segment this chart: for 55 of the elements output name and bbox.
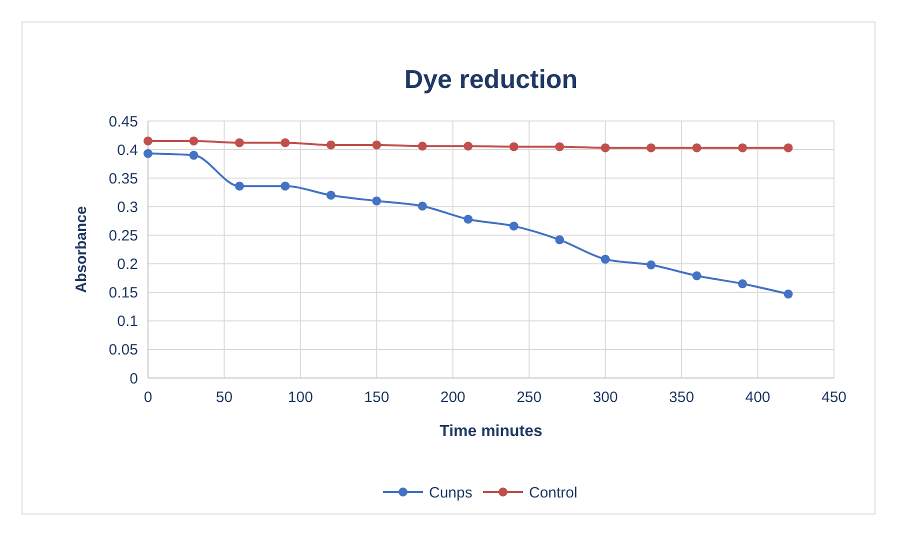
point [784,290,793,299]
point [692,143,702,152]
point [692,271,702,280]
x-tick-label: 300 [592,389,618,406]
x-tick-label: 450 [821,389,847,406]
x-tick-label: 50 [216,389,233,406]
point [738,143,748,152]
point [784,143,793,152]
x-tick-label: 150 [364,389,390,406]
point [418,142,427,151]
y-tick-label: 0.05 [108,342,138,359]
y-tick-label: 0.4 [117,142,138,159]
y-tick-label: 0.3 [117,198,138,216]
point [144,149,152,158]
y-tick-label: 0.45 [108,113,138,130]
point [646,260,656,270]
point [555,235,564,244]
point [144,136,152,146]
y-tick-label: 0.15 [108,284,138,302]
point [555,142,564,152]
x-tick-label: 100 [288,389,313,406]
point [509,142,518,152]
point [189,150,198,160]
point [600,143,610,152]
y-axis-title: Absorbance [73,206,90,293]
y-tick-label: 0 [130,370,138,388]
point [646,143,656,152]
legend-label: Cunps [429,484,472,502]
y-tick-label: 0.25 [108,227,138,244]
point [326,190,336,200]
point [189,136,198,146]
point [234,182,244,191]
x-tick-label: 250 [516,389,542,406]
point [738,279,748,288]
x-tick-label: 350 [669,389,694,406]
point [326,140,336,150]
x-axis-title: Time minutes [440,423,543,440]
point [464,214,473,224]
point [509,222,518,231]
x-tick-label: 200 [440,389,466,406]
point [234,138,244,148]
point [372,196,382,206]
y-tick-label: 0.2 [117,256,138,274]
point [418,202,427,211]
x-tick-label: 0 [144,389,152,406]
y-tick-label: 0.35 [108,170,138,188]
point [280,138,290,148]
point [372,140,382,150]
chart-title: Dye reduction [404,64,578,94]
point [600,254,610,264]
point [464,142,473,151]
point [280,182,290,191]
y-tick-label: 0.1 [117,313,138,330]
x-tick-label: 400 [745,389,770,406]
legend-label: Control [529,484,578,502]
